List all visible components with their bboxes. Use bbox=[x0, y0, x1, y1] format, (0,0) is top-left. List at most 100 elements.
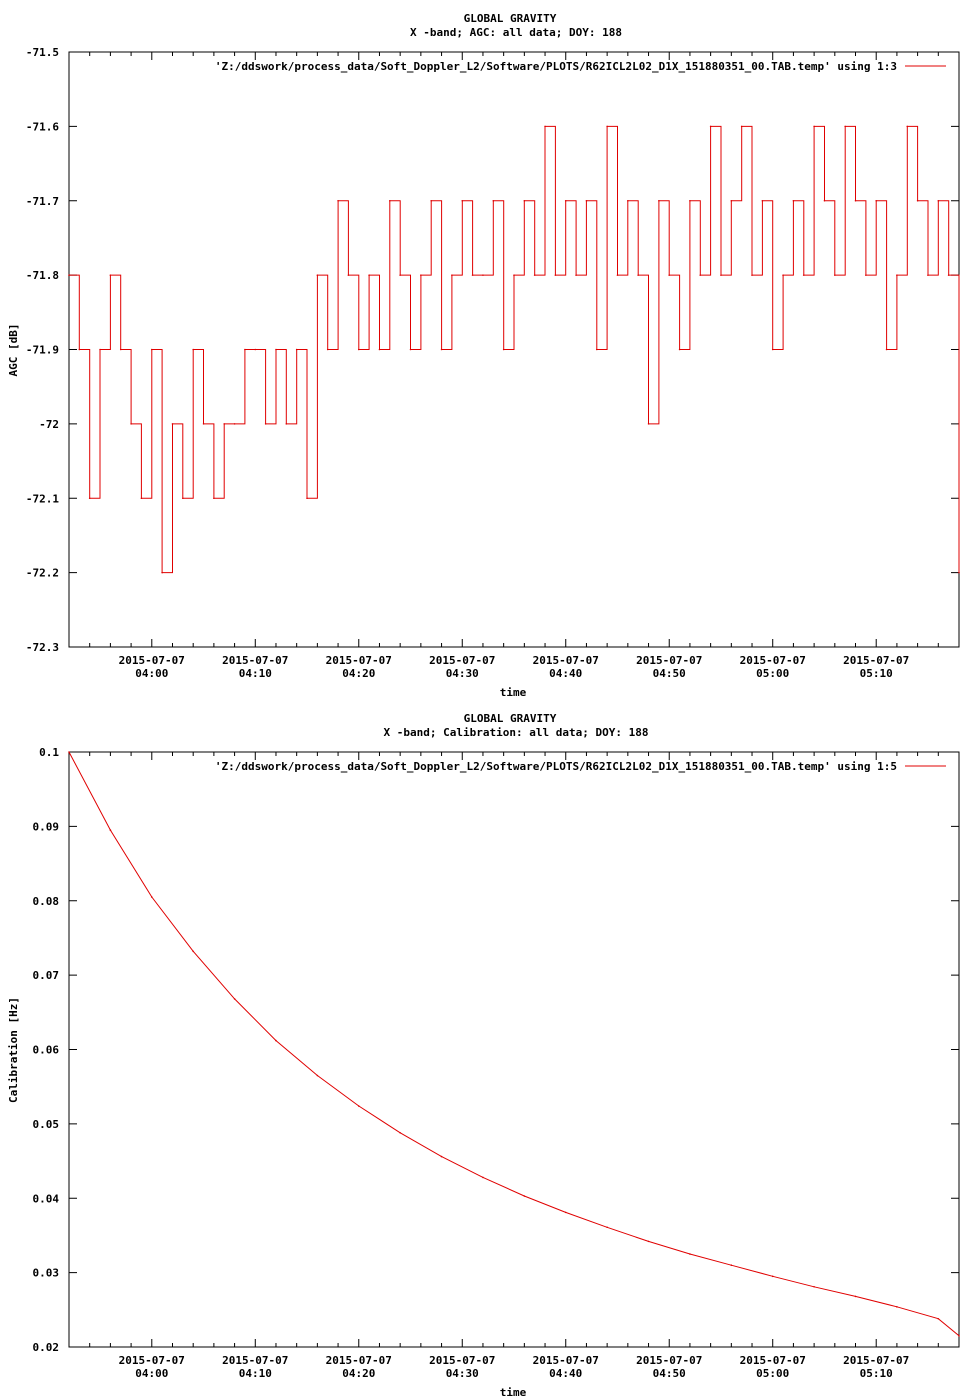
data-point bbox=[637, 274, 639, 276]
series-line bbox=[69, 125, 960, 574]
x-tick-time: 05:00 bbox=[756, 1367, 789, 1380]
x-tick-time: 04:00 bbox=[135, 667, 168, 680]
data-point bbox=[471, 274, 474, 276]
data-point bbox=[564, 199, 567, 202]
series-line bbox=[68, 751, 960, 1337]
x-tick-time: 04:30 bbox=[446, 1367, 479, 1380]
y-tick-label: 0.09 bbox=[33, 820, 60, 833]
x-tick-time: 04:40 bbox=[549, 1367, 582, 1380]
data-point bbox=[854, 199, 857, 202]
plot-area bbox=[68, 125, 960, 574]
data-point bbox=[689, 199, 691, 202]
data-point bbox=[482, 274, 484, 276]
data-point bbox=[440, 1155, 443, 1158]
data-point bbox=[399, 1132, 401, 1134]
data-point bbox=[689, 1253, 691, 1255]
data-point bbox=[802, 274, 805, 276]
y-tick-label: -71.8 bbox=[26, 269, 59, 282]
x-tick-date: 2015-07-07 bbox=[222, 654, 288, 667]
data-point bbox=[958, 1335, 960, 1337]
x-tick-time: 04:10 bbox=[239, 667, 272, 680]
y-tick-label: -72.2 bbox=[26, 567, 59, 580]
data-point bbox=[720, 274, 722, 276]
data-point bbox=[927, 274, 929, 276]
data-point bbox=[337, 199, 339, 202]
data-point bbox=[78, 348, 81, 351]
data-point bbox=[202, 423, 205, 425]
data-point bbox=[937, 1317, 940, 1320]
x-tick-time: 04:10 bbox=[239, 1367, 272, 1380]
data-point bbox=[482, 1176, 484, 1179]
data-point bbox=[730, 1264, 733, 1266]
y-tick-label: 0.03 bbox=[33, 1267, 60, 1280]
y-axis-label: Calibration [Hz] bbox=[7, 997, 20, 1103]
x-tick-time: 05:10 bbox=[860, 667, 893, 680]
data-point bbox=[616, 274, 619, 276]
x-tick-time: 04:00 bbox=[135, 1367, 168, 1380]
y-tick-label: -71.6 bbox=[26, 120, 59, 133]
data-point bbox=[140, 497, 143, 500]
data-point bbox=[192, 950, 194, 953]
data-point bbox=[244, 348, 246, 351]
y-tick-label: -71.7 bbox=[26, 195, 59, 208]
y-tick-label: 0.08 bbox=[33, 895, 60, 908]
data-point bbox=[740, 125, 743, 128]
data-point bbox=[916, 199, 919, 202]
data-point bbox=[523, 1195, 526, 1197]
x-tick-time: 05:00 bbox=[756, 667, 789, 680]
data-point bbox=[316, 274, 319, 276]
plot-area bbox=[68, 751, 960, 1337]
y-tick-label: -72 bbox=[39, 418, 59, 431]
data-point bbox=[430, 199, 433, 202]
data-point bbox=[285, 423, 288, 425]
data-point bbox=[813, 125, 815, 128]
data-point bbox=[254, 348, 257, 351]
data-point bbox=[150, 896, 153, 898]
data-point bbox=[440, 348, 443, 351]
x-tick-time: 04:40 bbox=[549, 667, 582, 680]
data-point bbox=[606, 125, 608, 128]
data-point bbox=[678, 348, 681, 351]
y-tick-label: 0.07 bbox=[33, 969, 60, 982]
data-point bbox=[896, 1306, 898, 1308]
chart-subtitle: X -band; AGC: all data; DOY: 188 bbox=[410, 26, 622, 39]
data-point bbox=[223, 423, 226, 425]
x-axis-label: time bbox=[500, 686, 527, 699]
data-point bbox=[502, 348, 505, 351]
data-point bbox=[699, 274, 702, 276]
x-tick-date: 2015-07-07 bbox=[636, 1354, 702, 1367]
data-point bbox=[575, 274, 577, 276]
legend: 'Z:/ddswork/process_data/Soft_Doppler_L2… bbox=[215, 760, 946, 773]
data-point bbox=[233, 998, 236, 1000]
data-point bbox=[233, 423, 236, 425]
data-point bbox=[461, 199, 464, 202]
data-point bbox=[585, 199, 588, 202]
data-point bbox=[182, 497, 184, 500]
x-tick-date: 2015-07-07 bbox=[843, 654, 909, 667]
data-point bbox=[316, 1074, 319, 1077]
data-point bbox=[420, 274, 422, 276]
x-tick-date: 2015-07-07 bbox=[636, 654, 702, 667]
y-tick-label: 0.04 bbox=[33, 1192, 60, 1205]
data-point bbox=[513, 274, 515, 276]
data-point bbox=[451, 274, 453, 276]
y-tick-label: -71.5 bbox=[26, 46, 59, 59]
x-tick-time: 05:10 bbox=[860, 1367, 893, 1380]
chart-title: GLOBAL GRAVITY bbox=[464, 12, 557, 25]
data-point bbox=[357, 348, 360, 351]
data-point bbox=[564, 1211, 567, 1214]
data-point bbox=[409, 348, 412, 351]
data-point bbox=[130, 423, 132, 425]
data-point bbox=[885, 348, 888, 351]
data-point bbox=[606, 1226, 608, 1229]
data-point bbox=[668, 274, 671, 276]
data-point bbox=[730, 199, 733, 202]
x-tick-date: 2015-07-07 bbox=[429, 654, 495, 667]
legend: 'Z:/ddswork/process_data/Soft_Doppler_L2… bbox=[215, 60, 946, 73]
data-point bbox=[306, 497, 308, 500]
data-point bbox=[150, 348, 153, 351]
data-point bbox=[834, 274, 836, 276]
data-point bbox=[771, 348, 774, 351]
y-axis-ticks: -71.5 -71.6 -71.7 -71.8 -71.9 -72 -72.1 -72.2 -7… bbox=[26, 46, 959, 654]
data-point bbox=[865, 274, 867, 276]
